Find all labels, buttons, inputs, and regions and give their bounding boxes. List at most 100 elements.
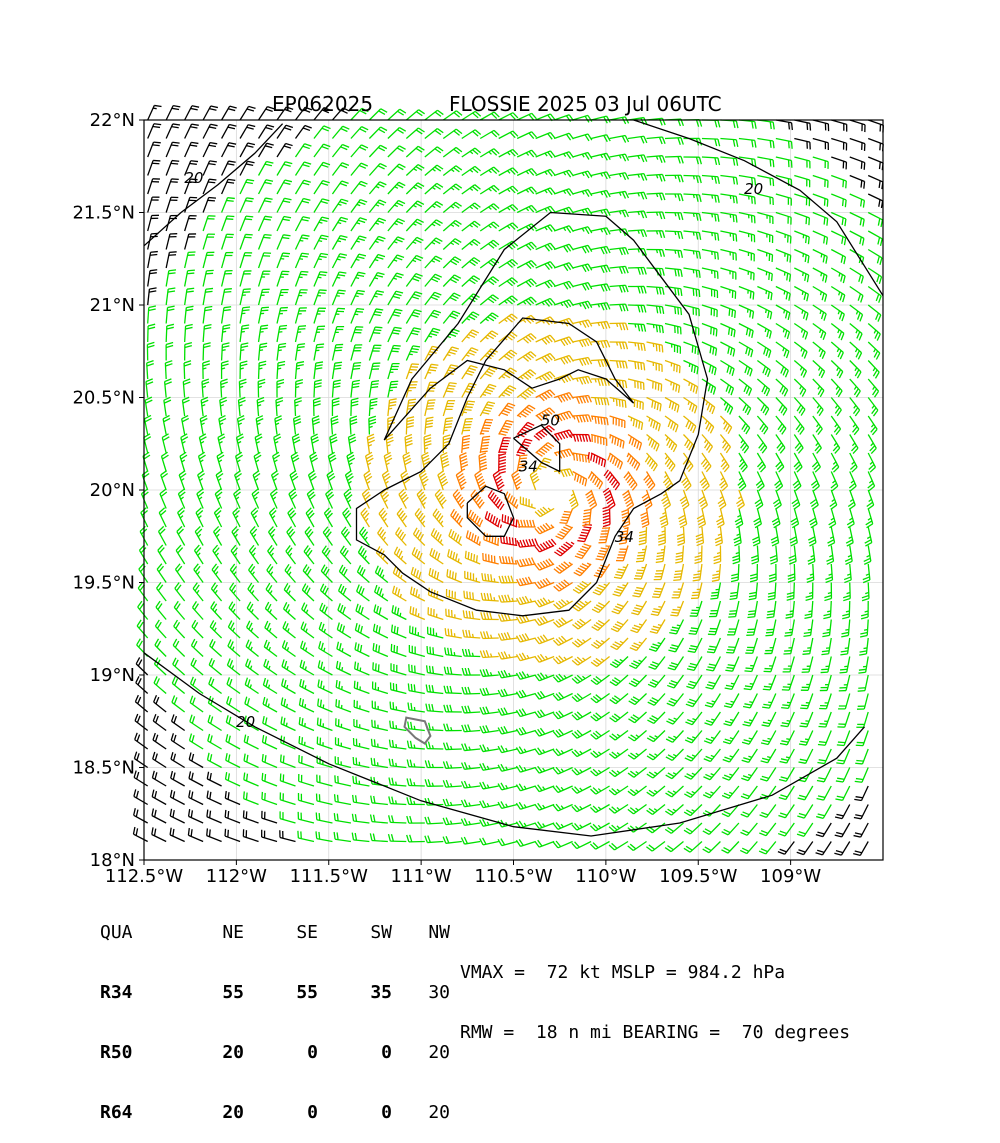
wind-barb [426, 685, 443, 694]
wind-barb [760, 768, 776, 781]
wind-barb [209, 677, 222, 693]
wind-barb [720, 287, 735, 299]
wind-barb [391, 663, 406, 675]
wind-barb [745, 638, 757, 653]
wind-barb [739, 139, 756, 148]
wind-barb [412, 547, 425, 564]
wind-barb [388, 128, 406, 139]
wind-barb [483, 553, 499, 564]
wind-barb [480, 295, 498, 305]
wind-barb [319, 641, 333, 656]
wind-barb [573, 153, 592, 160]
wind-barb [554, 189, 573, 196]
wind-barb [639, 527, 647, 545]
wind-barb [144, 434, 151, 453]
wind-barb [668, 638, 683, 652]
wind-barb [516, 727, 535, 735]
wind-barb [499, 205, 518, 213]
wind-barb [720, 379, 733, 395]
wind-barb [837, 731, 850, 746]
wind-barb [685, 768, 702, 780]
wind-barb [536, 335, 555, 344]
wind-barb [351, 163, 368, 175]
wind-barb [362, 489, 370, 508]
wind-barb [610, 285, 628, 292]
wind-barb [332, 163, 348, 176]
wind-barb [781, 694, 794, 709]
wind-barb [166, 234, 177, 250]
wind-barb [465, 571, 480, 583]
radii-value: 20 [392, 1043, 450, 1063]
wind-barb [776, 324, 790, 339]
wind-barb [235, 471, 242, 490]
wind-barb [776, 250, 791, 263]
wind-barb [797, 805, 812, 819]
wind-barb [277, 325, 287, 342]
wind-barb [164, 397, 171, 416]
wind-barb [647, 416, 661, 431]
wind-barb [720, 194, 737, 204]
wind-barb [575, 544, 591, 559]
wind-barb [444, 705, 462, 712]
wind-barb [715, 527, 722, 546]
wind-barb [658, 527, 665, 545]
wind-barb [369, 218, 385, 231]
wind-barb [647, 379, 662, 392]
wind-barb [148, 124, 161, 139]
wind-barb [862, 583, 869, 601]
wind-barb [443, 418, 453, 435]
wind-barb [572, 768, 591, 775]
wind-barb [350, 416, 357, 434]
wind-barb [388, 182, 405, 194]
wind-barb [572, 842, 591, 849]
wind-barb [740, 842, 757, 854]
wind-barb [265, 602, 277, 619]
wind-barb [480, 838, 499, 845]
wind-barb [853, 842, 868, 856]
wind-barb [321, 565, 332, 583]
wind-barb [148, 324, 155, 342]
wind-barb [708, 620, 721, 635]
wind-barb [752, 527, 760, 546]
wind-barb [763, 675, 776, 690]
wind-barb [190, 696, 203, 712]
wind-barb [665, 213, 683, 220]
wind-barb [371, 739, 387, 749]
wind-barb [628, 768, 646, 778]
wind-barb [462, 724, 480, 731]
wind-barbs [133, 105, 883, 855]
wind-barb [425, 129, 443, 139]
wind-barb [757, 120, 774, 129]
wind-barb [415, 508, 425, 527]
wind-barb [724, 694, 739, 708]
wind-barb [286, 545, 296, 564]
wind-barb [277, 253, 290, 268]
wind-barb [369, 327, 382, 342]
wind-barb [784, 620, 794, 637]
wind-barb [665, 156, 683, 163]
wind-barb [665, 435, 677, 452]
wind-barb [739, 305, 754, 319]
wind-barb [207, 791, 222, 805]
wind-barb [502, 514, 519, 528]
radii-value: 35 [318, 983, 392, 1003]
wind-barb [171, 771, 185, 786]
wind-barb [425, 760, 443, 767]
wind-barb [462, 130, 481, 139]
wind-barb [647, 287, 664, 295]
wind-barb [425, 202, 443, 213]
contour-line-34 [357, 213, 708, 616]
wind-barb [314, 199, 329, 213]
wind-barb [461, 837, 480, 844]
wind-barb [840, 657, 850, 673]
wind-barb [277, 379, 284, 397]
wind-barb [598, 527, 609, 543]
wind-barb [373, 662, 388, 675]
wind-barb [462, 348, 478, 361]
wind-barb [369, 164, 386, 176]
wind-barb [847, 509, 854, 528]
wind-barb [425, 256, 442, 268]
wind-barb [498, 689, 517, 697]
wind-barb [553, 767, 572, 774]
